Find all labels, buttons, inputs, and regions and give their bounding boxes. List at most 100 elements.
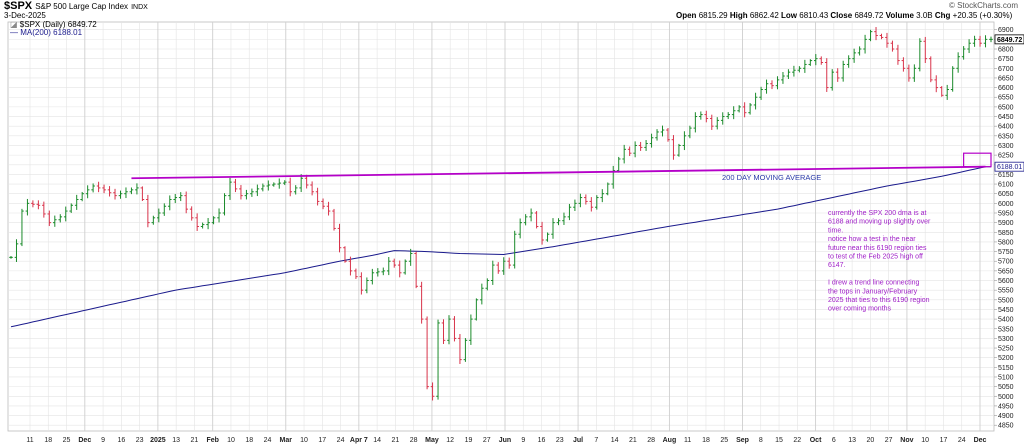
ohlc-bar xyxy=(425,316,429,390)
ohlc-bar xyxy=(441,319,446,345)
trendline-group xyxy=(131,152,992,180)
x-tick-label: 7 xyxy=(594,437,598,444)
ohlc-bar xyxy=(376,268,380,277)
ohlc-bar xyxy=(677,143,681,157)
ohlc-bar xyxy=(540,221,544,245)
ohlc-bar xyxy=(63,206,68,222)
ohlc-bar xyxy=(879,33,884,40)
ohlc-bar xyxy=(178,192,183,202)
chg-value: +20.35 (+0.30%) xyxy=(952,11,1013,20)
ohlc-bar xyxy=(578,193,583,208)
ohlc-bar xyxy=(436,319,440,400)
y-tick-label: 6400 xyxy=(998,124,1014,131)
ohlc-bar xyxy=(896,44,900,65)
y-tick-label: 6550 xyxy=(998,95,1014,102)
note-line: the tops in January/February xyxy=(828,288,918,295)
ohlc-bar xyxy=(622,144,626,164)
x-tick-label: Sep xyxy=(736,437,749,444)
y-tick-label: 4850 xyxy=(998,423,1014,430)
legend-price: ◪ $SPX (Daily) 6849.72 xyxy=(10,20,97,29)
x-tick-label: 25 xyxy=(63,437,71,444)
x-tick-label: 8 xyxy=(759,437,763,444)
ohlc-bar xyxy=(885,32,889,48)
ohlc-bar xyxy=(365,277,369,294)
ohlc-bar xyxy=(36,200,41,210)
x-tick-label: Jun xyxy=(499,437,511,444)
x-tick-label: 24 xyxy=(264,437,272,444)
ohlc-bar xyxy=(978,35,982,47)
ohlc-bar xyxy=(928,56,933,83)
ohlc-bar xyxy=(655,129,659,141)
ohlc-bar xyxy=(901,57,906,72)
ohlc-bar xyxy=(469,314,473,345)
y-tick-label: 5450 xyxy=(998,307,1014,314)
ohlc-bar xyxy=(573,199,577,211)
y-tick-label: 6250 xyxy=(998,153,1014,160)
ma-price-label: 6188.01 xyxy=(997,164,1022,171)
ohlc-bar xyxy=(923,36,928,64)
trendline xyxy=(131,165,986,180)
x-tick-label: 17 xyxy=(318,437,326,444)
x-tick-label: 13 xyxy=(848,437,856,444)
x-tick-label: 18 xyxy=(702,437,710,444)
ohlc-bar xyxy=(25,198,30,216)
x-tick-label: 21 xyxy=(391,437,399,444)
y-tick-label: 6650 xyxy=(998,75,1014,82)
ohlc-bar xyxy=(239,185,243,200)
note-line: over coming months xyxy=(828,306,892,313)
x-tick-label: 12 xyxy=(446,437,454,444)
ohlc-bar xyxy=(616,156,621,173)
ohlc-bar xyxy=(945,84,950,100)
ohlc-bar xyxy=(485,278,490,291)
legend-toggle-icon[interactable]: ◪ xyxy=(10,20,18,29)
x-tick-label: 9 xyxy=(521,437,525,444)
ohlc-bar xyxy=(666,127,670,142)
ohlc-bar xyxy=(480,283,484,305)
ohlc-bar xyxy=(140,186,145,202)
ohlc-bar xyxy=(841,60,845,82)
ohlc-bar xyxy=(414,251,418,289)
y-tick-label: 5400 xyxy=(998,317,1014,324)
ohlc-bar xyxy=(600,189,605,203)
ohlc-bar xyxy=(759,86,763,100)
ohlc-bar xyxy=(709,114,714,130)
last-price-label: 6849.72 xyxy=(997,37,1022,44)
chg-label: Chg xyxy=(934,11,951,20)
ohlc-bar xyxy=(348,256,353,276)
ohlc-bar xyxy=(91,183,95,193)
x-tick-label: 28 xyxy=(410,437,418,444)
close-value: 6849.72 xyxy=(854,11,884,20)
y-tick-label: 6350 xyxy=(998,133,1014,140)
x-axis: 11 18 25 Dec 9 16 23 2025 13 21 Feb 10 18 24 Mar 10 17 24… xyxy=(26,437,986,444)
y-tick-label: 6150 xyxy=(998,172,1014,179)
ohlc-bar xyxy=(501,257,506,275)
x-tick-label: 2025 xyxy=(150,437,166,444)
ohlc-bar xyxy=(857,46,862,56)
ohlc-bar xyxy=(58,214,63,223)
y-tick-label: 5550 xyxy=(998,288,1014,295)
low-value: 6810.43 xyxy=(799,11,829,20)
ohlc-bar xyxy=(633,141,637,158)
header-symbol: $SPX S&P 500 Large Cap Index INDX xyxy=(4,0,148,12)
open-value: 6815.29 xyxy=(698,11,728,20)
ohlc-bar xyxy=(288,177,293,197)
ohlc-bar xyxy=(277,178,282,189)
y-tick-label: 5350 xyxy=(998,326,1014,333)
ohlc-bar xyxy=(545,232,550,242)
ohlc-bar xyxy=(918,38,922,72)
x-tick-label: 10 xyxy=(300,437,308,444)
ohlc-bar xyxy=(310,181,314,196)
ohlc-bar xyxy=(69,203,74,213)
x-tick-label: 25 xyxy=(720,437,728,444)
price-bars xyxy=(9,27,993,401)
grid-lines xyxy=(7,21,995,432)
y-tick-label: 5050 xyxy=(998,384,1014,391)
ohlc-bar xyxy=(490,260,495,285)
x-tick-label: 18 xyxy=(44,437,52,444)
ohlc-bar xyxy=(907,64,911,82)
ohlc-bar xyxy=(9,255,13,259)
x-tick-label: 23 xyxy=(556,437,564,444)
legend-price-text: $SPX (Daily) 6849.72 xyxy=(19,20,97,29)
ohlc-bar xyxy=(113,188,117,200)
x-tick-label: 21 xyxy=(629,437,637,444)
